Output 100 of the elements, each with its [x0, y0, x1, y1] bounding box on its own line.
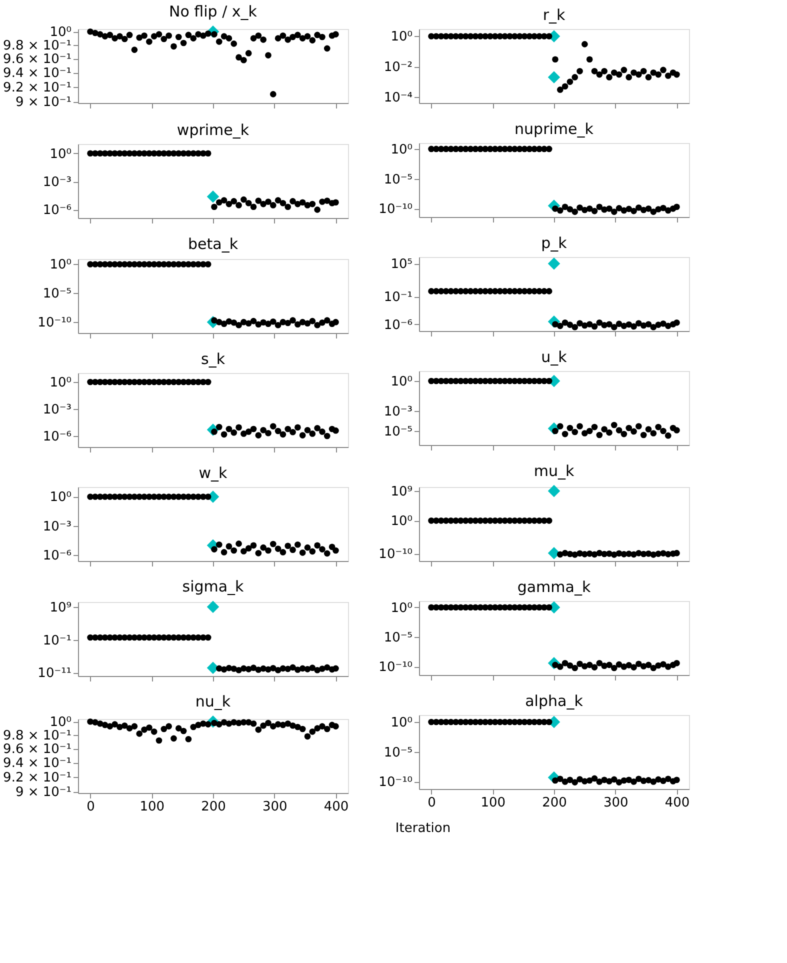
y-tick-label: 10⁻¹⁰ [378, 775, 412, 790]
point [106, 32, 114, 38]
point [230, 429, 238, 436]
x-tick-label: 100 [140, 800, 165, 814]
point [190, 35, 197, 42]
point [332, 318, 339, 326]
x-tick-label: 300 [603, 796, 628, 810]
x-tick-label: 200 [542, 796, 567, 810]
point [250, 204, 257, 210]
point [304, 202, 311, 208]
point [576, 320, 583, 326]
point [546, 33, 552, 40]
point [332, 31, 339, 38]
x-tick-label: 300 [262, 800, 288, 814]
point [660, 66, 666, 74]
point [309, 318, 316, 324]
point [284, 36, 292, 43]
point [304, 426, 311, 434]
point [606, 662, 612, 668]
chart-title: wprime_k [176, 121, 250, 139]
point [319, 723, 326, 730]
point [332, 199, 339, 206]
y-tick-label: 10⁰ [390, 600, 412, 616]
chart-title: sigma_k [182, 578, 244, 596]
point [591, 424, 598, 430]
y-tick-label: 9 × 10⁻¹ [15, 785, 72, 800]
point [332, 547, 339, 554]
point [546, 378, 552, 384]
point [521, 518, 528, 524]
point [245, 50, 252, 56]
point [260, 200, 266, 208]
point [185, 32, 192, 38]
point [274, 322, 282, 328]
point [270, 540, 276, 548]
point [211, 204, 218, 210]
point [576, 660, 583, 668]
point [664, 776, 672, 782]
point [236, 540, 242, 547]
point [601, 426, 608, 432]
point [660, 204, 666, 212]
point [294, 424, 301, 431]
point [674, 427, 680, 434]
point [121, 722, 128, 729]
point [640, 68, 647, 74]
y-tick-label: 10⁻¹ [384, 290, 412, 306]
point [576, 204, 583, 211]
point [230, 666, 238, 672]
x-tick-label: 200 [201, 800, 226, 814]
point [294, 321, 301, 328]
point [160, 36, 168, 42]
chart-title: nuprime_k [514, 120, 594, 138]
point [240, 196, 247, 203]
point [250, 426, 257, 432]
chart-title: beta_k [188, 235, 238, 254]
point [591, 68, 598, 74]
point [572, 428, 578, 436]
point [626, 321, 632, 328]
point [270, 202, 276, 208]
point [674, 319, 680, 326]
point [650, 778, 657, 785]
point [596, 432, 603, 438]
point [332, 665, 339, 672]
point [562, 430, 568, 438]
y-tick-label: 10⁰ [390, 30, 412, 45]
point [230, 547, 238, 554]
y-tick-label: 9.4 × 10⁻¹ [3, 66, 72, 82]
point [332, 723, 339, 730]
point [136, 730, 143, 737]
point [106, 723, 114, 730]
point [116, 33, 123, 40]
point [185, 736, 192, 742]
point [332, 427, 339, 434]
point [265, 547, 272, 554]
point [606, 321, 612, 328]
point [324, 45, 330, 52]
point [556, 86, 564, 93]
point [204, 378, 212, 386]
point [230, 319, 238, 326]
point [309, 430, 316, 437]
point [141, 726, 148, 733]
point [284, 320, 292, 326]
point [309, 548, 316, 555]
point [280, 200, 286, 206]
y-tick-label: 10⁰ [50, 258, 72, 273]
point [548, 484, 560, 498]
point [655, 424, 662, 430]
point [299, 432, 306, 438]
y-tick-label: 10⁻¹⁰ [378, 660, 412, 676]
point [250, 542, 257, 549]
point [216, 424, 222, 430]
y-tick-label: 9.2 × 10⁻¹ [3, 770, 72, 786]
point [596, 319, 603, 326]
point [290, 317, 296, 324]
x-tick-label: 400 [324, 800, 349, 814]
point [636, 204, 642, 211]
chart-title: r_k [542, 6, 566, 24]
point [616, 71, 622, 78]
point [319, 428, 326, 435]
point [650, 208, 657, 215]
point [175, 34, 182, 40]
